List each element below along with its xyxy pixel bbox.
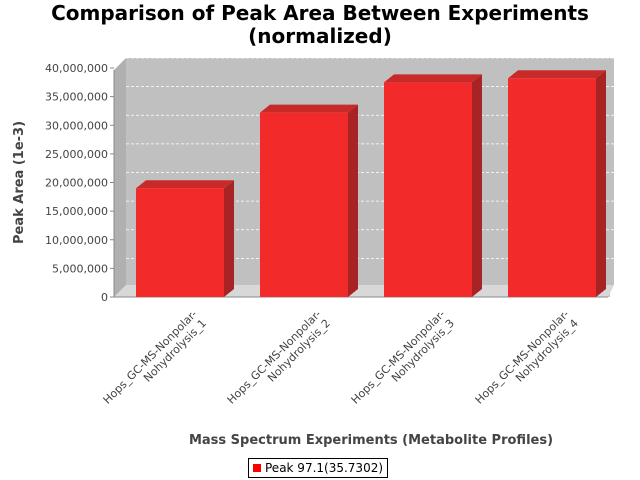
bar	[508, 78, 596, 298]
y-tick-label: 0	[101, 291, 108, 304]
bar-top	[260, 104, 358, 113]
chart-title-line-2: (normalized)	[248, 24, 392, 48]
y-tick-label: 20,000,000	[45, 177, 108, 190]
y-tick-label: 40,000,000	[45, 62, 108, 75]
y-tick-label: 5,000,000	[52, 262, 108, 275]
bar-top	[136, 180, 234, 189]
x-tick-label-line: Hops_GC-MS-Nonpolar-	[349, 308, 448, 407]
bar-top	[384, 74, 482, 83]
y-tick-label: 25,000,000	[45, 148, 108, 161]
bar-side	[224, 180, 234, 297]
x-tick-label-line: Hops_GC-MS-Nonpolar-	[225, 308, 324, 407]
x-tick-label: Hops_GC-MS-Nonpolar-Nohydrolysis_1	[101, 308, 209, 407]
y-axis-title: Peak Area (1e-3)	[12, 121, 27, 244]
bar-side	[472, 74, 482, 297]
x-tick-label-line: Hops_GC-MS-Nonpolar-	[473, 308, 572, 407]
y-tick-label: 15,000,000	[45, 205, 108, 218]
legend-swatch	[253, 464, 261, 472]
chart-title: Comparison of Peak Area Between Experime…	[0, 2, 640, 48]
bar	[136, 188, 224, 297]
x-axis-title: Mass Spectrum Experiments (Metabolite Pr…	[189, 433, 553, 448]
legend-label: Peak 97.1(35.7302)	[265, 461, 384, 475]
x-tick-label: Hops_GC-MS-Nonpolar-Nohydrolysis_3	[349, 308, 457, 407]
x-tick-label-line: Hops_GC-MS-Nonpolar-	[101, 308, 200, 407]
x-tick-label: Hops_GC-MS-Nonpolar-Nohydrolysis_2	[225, 308, 333, 407]
bar	[384, 82, 472, 297]
legend: Peak 97.1(35.7302)	[248, 458, 389, 478]
bar-top	[508, 70, 606, 79]
y-tick-label: 35,000,000	[45, 91, 108, 104]
bar-side	[348, 104, 358, 297]
x-tick-label: Hops_GC-MS-Nonpolar-Nohydrolysis_4	[473, 308, 581, 407]
bar-side	[596, 70, 606, 298]
chart-title-line-1: Comparison of Peak Area Between Experime…	[51, 1, 589, 25]
plot-left-wall	[114, 58, 126, 297]
y-tick-label: 10,000,000	[45, 234, 108, 247]
y-tick-label: 30,000,000	[45, 119, 108, 132]
plot-floor	[114, 285, 614, 297]
plot-back-wall	[126, 58, 614, 285]
bar	[260, 112, 348, 297]
